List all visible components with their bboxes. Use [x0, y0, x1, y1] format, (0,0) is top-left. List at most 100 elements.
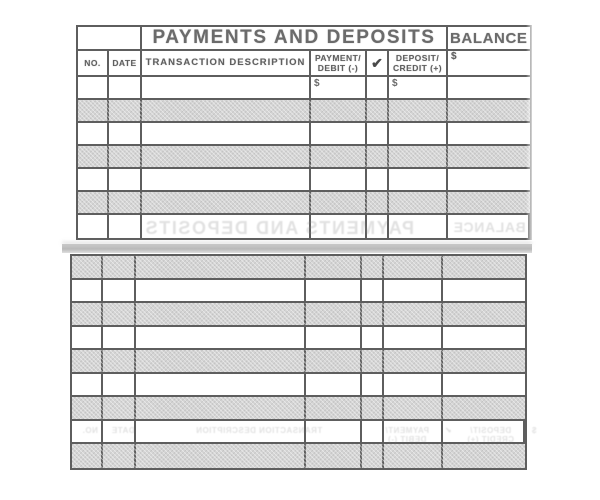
cell-cleared[interactable] [362, 279, 384, 301]
cell-description[interactable] [136, 279, 306, 301]
cell-date[interactable] [103, 326, 136, 348]
cell-cleared[interactable] [367, 123, 389, 144]
cell-description[interactable] [142, 192, 311, 213]
cell-cleared[interactable] [362, 397, 384, 419]
cell-date[interactable] [103, 256, 136, 278]
cell-no[interactable] [78, 100, 109, 121]
cell-description[interactable] [136, 373, 306, 395]
cell-deposit-credit[interactable] [384, 256, 443, 278]
cell-deposit-credit[interactable] [389, 215, 448, 238]
table-row[interactable]: PAYMENTS AND DEPOSITS BALANCE [78, 215, 530, 238]
cell-date[interactable] [109, 100, 142, 121]
table-row[interactable] [78, 146, 530, 169]
cell-payment-debit[interactable] [306, 350, 362, 372]
cell-payment-debit[interactable] [311, 192, 367, 213]
cell-date[interactable] [109, 215, 142, 238]
cell-deposit-credit[interactable] [384, 350, 443, 372]
cell-no[interactable] [78, 215, 109, 238]
cell-deposit-credit[interactable] [384, 444, 443, 468]
cell-deposit-credit[interactable] [389, 169, 448, 190]
cell-payment-debit[interactable] [311, 169, 367, 190]
cell-deposit-credit[interactable] [384, 303, 443, 325]
cell-balance[interactable] [448, 123, 530, 144]
cell-description[interactable] [142, 100, 311, 121]
cell-balance[interactable] [448, 146, 530, 167]
cell-no[interactable] [72, 373, 103, 395]
table-row[interactable] [72, 397, 525, 421]
table-row[interactable] [72, 326, 525, 350]
cell-description[interactable] [136, 256, 306, 278]
cell-no[interactable] [78, 146, 109, 167]
cell-cleared[interactable] [362, 350, 384, 372]
cell-no[interactable] [78, 123, 109, 144]
cell-payment-debit[interactable]: $ [311, 77, 367, 98]
cell-description[interactable] [142, 77, 311, 98]
cell-balance[interactable] [443, 420, 525, 442]
cell-balance[interactable] [448, 100, 530, 121]
cell-cleared[interactable] [367, 215, 389, 238]
cell-deposit-credit[interactable] [384, 397, 443, 419]
cell-cleared[interactable] [362, 373, 384, 395]
cell-cleared[interactable] [362, 303, 384, 325]
cell-description[interactable] [142, 146, 311, 167]
cell-description[interactable] [142, 123, 311, 144]
table-row[interactable]: NO. DATE TRANSACTION DESCRIPTION PAYMENT/ D… [72, 420, 536, 444]
table-row[interactable] [78, 100, 530, 123]
cell-balance[interactable] [448, 215, 530, 238]
cell-no[interactable] [72, 256, 103, 278]
cell-cleared[interactable] [367, 77, 389, 98]
cell-cleared[interactable] [367, 192, 389, 213]
cell-payment-debit[interactable] [311, 215, 367, 238]
cell-cleared[interactable] [367, 146, 389, 167]
cell-no[interactable] [72, 350, 103, 372]
table-row[interactable] [78, 192, 530, 215]
cell-balance[interactable] [443, 256, 525, 278]
table-row[interactable] [72, 279, 525, 303]
cell-date[interactable] [103, 303, 136, 325]
cell-no[interactable] [78, 169, 109, 190]
cell-balance[interactable] [443, 374, 525, 396]
cell-date[interactable] [103, 420, 136, 442]
cell-date[interactable] [109, 169, 142, 190]
cell-deposit-credit[interactable]: $ [389, 77, 448, 98]
cell-deposit-credit[interactable] [384, 373, 443, 395]
cell-balance[interactable] [443, 444, 525, 468]
table-row[interactable] [72, 373, 525, 397]
cell-description[interactable] [142, 169, 311, 190]
cell-balance[interactable] [443, 350, 525, 372]
cell-description[interactable] [136, 350, 306, 372]
cell-description[interactable] [136, 326, 306, 348]
cell-date[interactable] [103, 279, 136, 301]
cell-deposit-credit[interactable] [384, 420, 443, 442]
cell-balance[interactable] [448, 77, 530, 98]
cell-no[interactable] [78, 192, 109, 213]
cell-date[interactable] [109, 146, 142, 167]
cell-date[interactable] [109, 192, 142, 213]
cell-date[interactable] [103, 397, 136, 419]
cell-balance[interactable] [448, 169, 530, 190]
cell-payment-debit[interactable] [306, 444, 362, 468]
cell-payment-debit[interactable] [306, 397, 362, 419]
cell-cleared[interactable] [362, 326, 384, 348]
cell-payment-debit[interactable] [306, 373, 362, 395]
cell-description[interactable] [136, 420, 306, 442]
cell-date[interactable] [103, 444, 136, 468]
cell-payment-debit[interactable] [311, 100, 367, 121]
cell-no[interactable] [78, 77, 109, 98]
cell-deposit-credit[interactable] [389, 123, 448, 144]
cell-no[interactable] [72, 303, 103, 325]
cell-no[interactable] [72, 397, 103, 419]
cell-description[interactable] [136, 444, 306, 468]
cell-deposit-credit[interactable] [389, 192, 448, 213]
cell-cleared[interactable] [367, 100, 389, 121]
cell-date[interactable] [109, 77, 142, 98]
table-row[interactable] [72, 444, 525, 468]
cell-payment-debit[interactable] [306, 256, 362, 278]
cell-deposit-credit[interactable] [384, 279, 443, 301]
table-row[interactable]: $ $ [78, 77, 530, 100]
cell-payment-debit[interactable] [306, 326, 362, 348]
table-row[interactable] [78, 169, 530, 192]
cell-balance[interactable] [443, 303, 525, 325]
cell-date[interactable] [109, 123, 142, 144]
cell-no[interactable] [72, 420, 103, 442]
